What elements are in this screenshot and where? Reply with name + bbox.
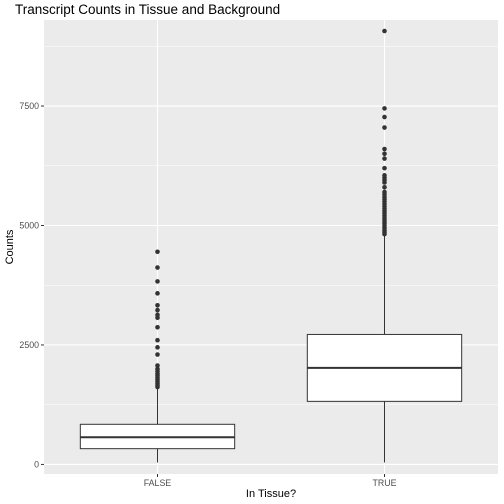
y-tick-label: 0 (34, 459, 39, 469)
outlier-point (155, 303, 160, 308)
y-axis: 0 2500 5000 7500 (19, 101, 44, 469)
chart-title: Transcript Counts in Tissue and Backgrou… (15, 2, 280, 17)
y-tick-label: 5000 (19, 220, 39, 230)
outlier-point (155, 366, 160, 372)
plot-panel (44, 20, 498, 474)
outlier-point (155, 345, 160, 350)
x-axis-label: In Tissue? (246, 488, 296, 500)
outlier-point (155, 312, 160, 318)
outlier-point (155, 352, 160, 357)
outlier-point (382, 106, 387, 111)
y-tick-label: 7500 (19, 101, 39, 111)
outlier-point (155, 249, 160, 255)
outlier-point (155, 324, 160, 330)
outlier-point (382, 165, 387, 171)
outlier-point (382, 156, 387, 161)
x-axis: FALSE TRUE (144, 474, 397, 488)
outlier-point (382, 184, 387, 190)
outlier-point (382, 146, 387, 152)
outlier-point (155, 279, 160, 284)
box-group-true (306, 28, 463, 463)
outlier-point (382, 28, 387, 34)
outlier-point (382, 189, 387, 195)
outlier-point (155, 337, 160, 343)
outlier-point (155, 265, 160, 270)
outlier-point (155, 307, 160, 313)
box-group-false (79, 249, 236, 463)
outlier-point (155, 291, 160, 296)
outlier-point (382, 173, 387, 178)
boxes-layer (79, 28, 463, 463)
y-tick-label: 2500 (19, 340, 39, 350)
outlier-point (382, 125, 387, 130)
x-tick-label: FALSE (144, 478, 172, 488)
y-axis-label: Counts (4, 229, 16, 264)
outlier-point (382, 151, 387, 157)
x-tick-label: TRUE (373, 478, 397, 488)
outlier-point (155, 363, 160, 368)
outlier-point (382, 114, 387, 120)
